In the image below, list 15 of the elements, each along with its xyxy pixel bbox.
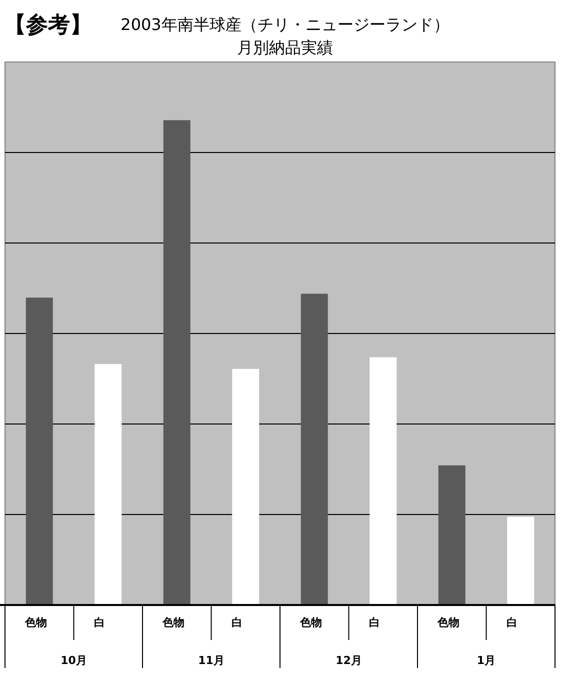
chart-subtitle: 月別納品実績 (237, 38, 333, 57)
text: 12月 (336, 654, 362, 667)
x-tick-label: 白 (368, 616, 380, 629)
x-tick-label: 色物 (436, 616, 460, 629)
text: 【参考】 (4, 13, 92, 38)
text: 1月 (476, 654, 496, 667)
text: 11月 (198, 654, 224, 667)
x-tick-label: 色物 (24, 616, 47, 629)
text: 10月 (60, 654, 87, 667)
chart-title: 2003年南半球産（チリ・ニュージーランド） (120, 15, 450, 34)
x-tick-label: 白 (94, 616, 105, 629)
x-tick-label: 白 (506, 616, 518, 629)
x-tick-label: 白 (231, 616, 242, 629)
x-tick-label: 色物 (299, 616, 322, 629)
x-tick-label: 色物 (162, 616, 184, 629)
